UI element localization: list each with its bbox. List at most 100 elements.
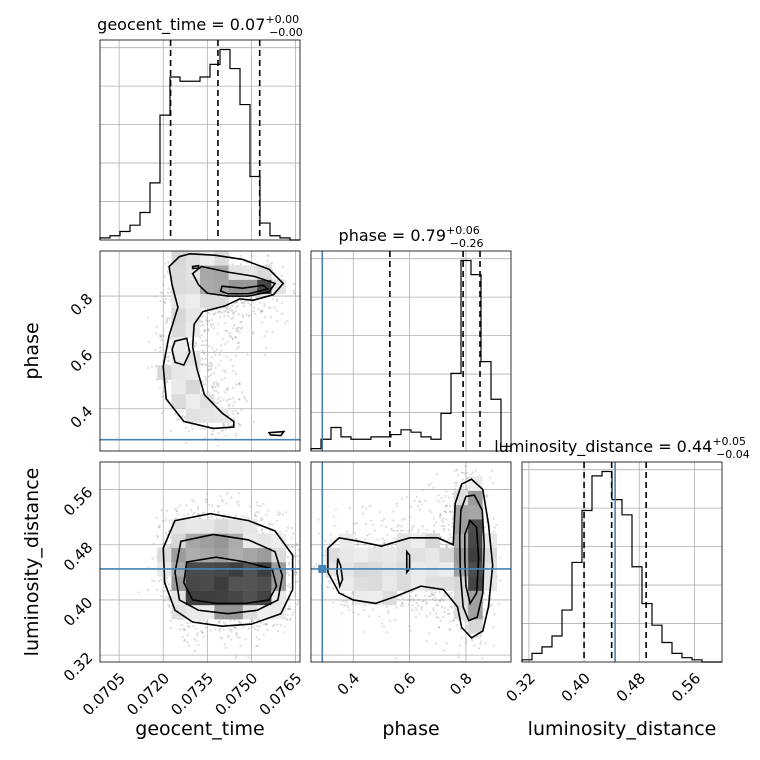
sample-point (433, 599, 437, 602)
sample-point (438, 500, 441, 503)
sample-point (387, 610, 390, 613)
sample-point (229, 638, 233, 641)
sample-point (157, 526, 160, 529)
sample-point (442, 517, 445, 520)
sample-point (449, 511, 452, 514)
sample-point (490, 469, 493, 472)
sample-point (164, 298, 167, 301)
sample-point (445, 545, 448, 548)
sample-point (363, 608, 366, 612)
sample-point (163, 599, 166, 602)
sample-point (421, 600, 424, 603)
hist-bar-luminosity-distance (672, 653, 682, 662)
sample-point (451, 619, 455, 622)
sample-point (212, 382, 215, 385)
sample-point (217, 322, 220, 325)
sample-point (470, 473, 473, 476)
sample-point (447, 496, 451, 499)
sample-point (239, 254, 242, 257)
sample-point (236, 422, 240, 425)
sample-point (231, 327, 235, 330)
sample-point (202, 635, 206, 639)
sample-point (282, 266, 285, 269)
sample-point (216, 398, 219, 401)
x-tick-label-geocent-time: 0.0705 (79, 669, 129, 719)
sample-point (238, 636, 241, 639)
sample-point (210, 515, 214, 518)
sample-point (283, 625, 286, 628)
sample-point (422, 599, 426, 602)
sample-point (417, 528, 420, 532)
sample-point (164, 302, 167, 305)
sample-point (263, 302, 266, 306)
sample-point (224, 329, 227, 332)
sample-point (210, 365, 213, 368)
sample-point (192, 513, 195, 516)
sample-point (222, 338, 225, 341)
sample-point (409, 505, 413, 508)
sample-point (202, 363, 206, 366)
sample-point (439, 542, 442, 545)
sample-point (217, 511, 220, 514)
sample-point (190, 241, 192, 243)
density-cell (171, 576, 187, 591)
density-cell (353, 590, 369, 606)
sample-point (405, 496, 408, 499)
sample-point (237, 620, 240, 623)
sample-point (447, 523, 450, 526)
sample-point (200, 324, 203, 327)
sample-point (281, 513, 284, 516)
sample-point (413, 499, 416, 502)
density-cell (271, 547, 287, 563)
sample-point (373, 529, 377, 532)
sample-point (232, 369, 235, 373)
sample-point (411, 604, 414, 607)
contour-line (191, 264, 200, 270)
sample-point (222, 621, 225, 624)
sample-point (266, 259, 269, 263)
contour-line (458, 494, 486, 622)
density-cell (257, 576, 272, 591)
sample-point (199, 517, 202, 520)
sample-point (439, 512, 442, 515)
sample-point (157, 580, 160, 583)
sample-point (257, 638, 261, 641)
density-cell (185, 576, 201, 591)
sample-point (240, 327, 243, 330)
sample-point (395, 606, 398, 609)
sample-point (421, 488, 424, 492)
sample-point (331, 587, 335, 590)
sample-point (204, 329, 207, 332)
sample-point (448, 628, 452, 632)
sample-point (499, 579, 502, 582)
contour-line (162, 253, 285, 430)
sample-point (219, 636, 222, 639)
sample-point (204, 382, 207, 386)
sample-point (173, 507, 177, 511)
density-cell (185, 379, 201, 395)
sample-point (386, 533, 389, 536)
sample-point (443, 510, 446, 513)
hist-step-geocent-time (99, 48, 300, 241)
sample-point (354, 537, 357, 540)
sample-point (448, 510, 452, 513)
sample-point (455, 481, 458, 485)
sample-point (237, 500, 240, 503)
sample-point (235, 434, 238, 438)
sample-point (444, 494, 447, 497)
sample-point (492, 517, 495, 520)
sample-point (258, 625, 262, 628)
sample-point (215, 389, 218, 392)
title-value: luminosity_distance = 0.44 (494, 437, 712, 457)
sample-point (457, 652, 460, 655)
sample-point (445, 505, 448, 508)
sample-point (414, 616, 418, 619)
sample-point (203, 510, 206, 514)
sample-point (238, 620, 241, 624)
sample-point (213, 381, 216, 384)
sample-point (465, 640, 468, 643)
sample-point (253, 513, 257, 516)
hist-bar-luminosity-distance (592, 476, 602, 662)
sample-point (167, 603, 170, 607)
density-cell (453, 590, 469, 606)
